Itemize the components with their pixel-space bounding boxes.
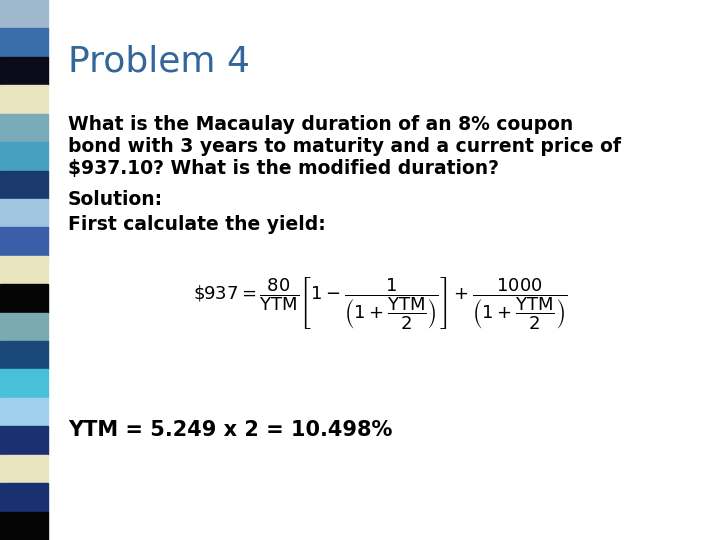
Text: $937.10? What is the modified duration?: $937.10? What is the modified duration?	[68, 159, 499, 178]
Bar	[0, 313, 48, 341]
Bar	[0, 142, 48, 171]
Text: First calculate the yield:: First calculate the yield:	[68, 215, 325, 234]
Bar	[0, 369, 48, 398]
Bar	[0, 171, 48, 199]
Text: Solution:: Solution:	[68, 190, 163, 209]
Bar	[0, 0, 48, 29]
Bar	[0, 426, 48, 455]
Bar	[0, 284, 48, 313]
Text: bond with 3 years to maturity and a current price of: bond with 3 years to maturity and a curr…	[68, 137, 621, 156]
Bar	[0, 227, 48, 256]
Bar	[0, 341, 48, 369]
Text: What is the Macaulay duration of an 8% coupon: What is the Macaulay duration of an 8% c…	[68, 115, 573, 134]
Bar	[0, 398, 48, 426]
Text: YTM = 5.249 x 2 = 10.498%: YTM = 5.249 x 2 = 10.498%	[68, 420, 392, 440]
Bar	[0, 57, 48, 85]
Bar	[0, 85, 48, 114]
Bar	[0, 511, 48, 540]
Bar	[0, 256, 48, 284]
Bar	[0, 29, 48, 57]
Text: Problem 4: Problem 4	[68, 45, 250, 79]
Bar	[0, 114, 48, 142]
Bar	[0, 483, 48, 511]
Bar	[0, 199, 48, 227]
Bar	[0, 455, 48, 483]
Text: $\$937 = \dfrac{80}{\mathrm{YTM}}\left[1 - \dfrac{1}{\left(1+\dfrac{\mathrm{YTM}: $\$937 = \dfrac{80}{\mathrm{YTM}}\left[1…	[193, 275, 567, 331]
